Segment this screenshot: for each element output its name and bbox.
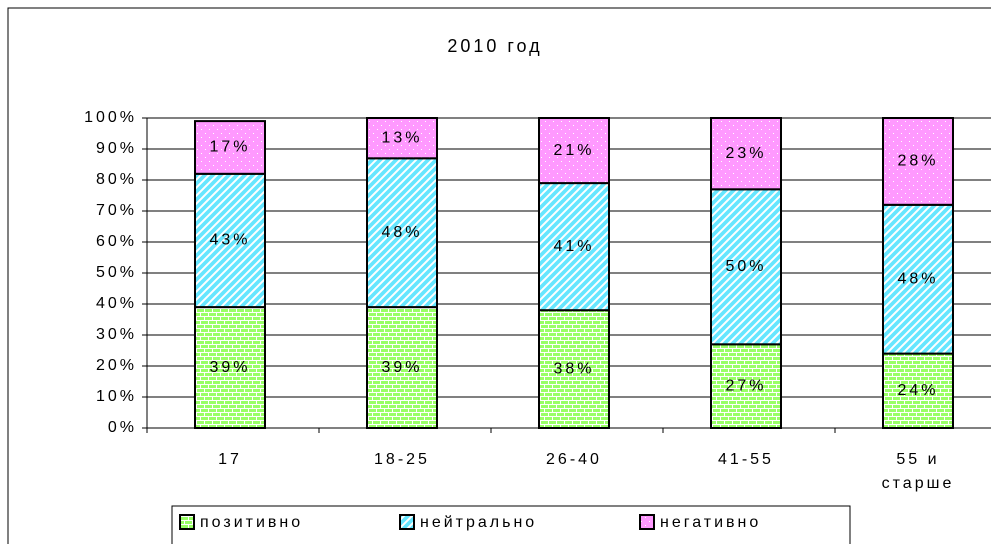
data-label: 38% (553, 360, 594, 377)
legend-box (171, 505, 851, 544)
bar-segment (710, 117, 782, 191)
data-label: 50% (725, 258, 766, 275)
legend-label: негативно (660, 514, 761, 531)
x-tick-label: 41-55 (718, 451, 774, 468)
y-tick-label: 90% (96, 140, 137, 157)
chart-title: 2010 год (447, 36, 542, 56)
bar-segment (194, 306, 266, 430)
data-label: 23% (725, 145, 766, 162)
x-tick-label: 18-25 (374, 451, 430, 468)
bar-segment (710, 343, 782, 429)
legend-label: позитивно (200, 514, 303, 531)
bar-segment (194, 172, 266, 309)
y-tick-label: 40% (96, 295, 137, 312)
legend-swatch (399, 514, 415, 530)
bar-segment (882, 352, 954, 430)
x-tick-label: 55 и старше (881, 451, 955, 492)
bar-segment (194, 120, 266, 175)
legend-swatch (179, 514, 195, 530)
data-label: 28% (897, 153, 938, 170)
data-label: 21% (553, 142, 594, 159)
data-label: 24% (897, 382, 938, 399)
data-label: 27% (725, 377, 766, 394)
x-tick-label: 17 (218, 451, 242, 468)
data-label: 39% (381, 359, 422, 376)
data-label: 48% (897, 270, 938, 287)
bar-segment (882, 117, 954, 206)
y-tick-label: 60% (96, 233, 137, 250)
x-tick-label: 26-40 (546, 451, 602, 468)
bar-segment (366, 117, 438, 160)
legend-label: нейтрально (420, 514, 537, 531)
bar-segment (538, 117, 610, 185)
data-label: 17% (209, 139, 250, 156)
chart-border (7, 7, 991, 544)
y-tick-label: 100% (84, 109, 137, 126)
y-tick-label: 20% (96, 357, 137, 374)
y-tick-label: 0% (108, 419, 137, 436)
data-label: 43% (209, 232, 250, 249)
y-tick-label: 70% (96, 202, 137, 219)
legend-swatch (639, 514, 655, 530)
data-label: 48% (381, 224, 422, 241)
y-tick-label: 80% (96, 171, 137, 188)
bar-segment (882, 203, 954, 355)
data-label: 41% (553, 238, 594, 255)
data-label: 39% (209, 359, 250, 376)
y-tick-label: 10% (96, 388, 137, 405)
bar-segment (366, 157, 438, 309)
bar-segment (538, 309, 610, 430)
y-tick-label: 30% (96, 326, 137, 343)
bar-segment (710, 188, 782, 346)
data-label: 13% (381, 129, 422, 146)
y-tick-label: 50% (96, 264, 137, 281)
